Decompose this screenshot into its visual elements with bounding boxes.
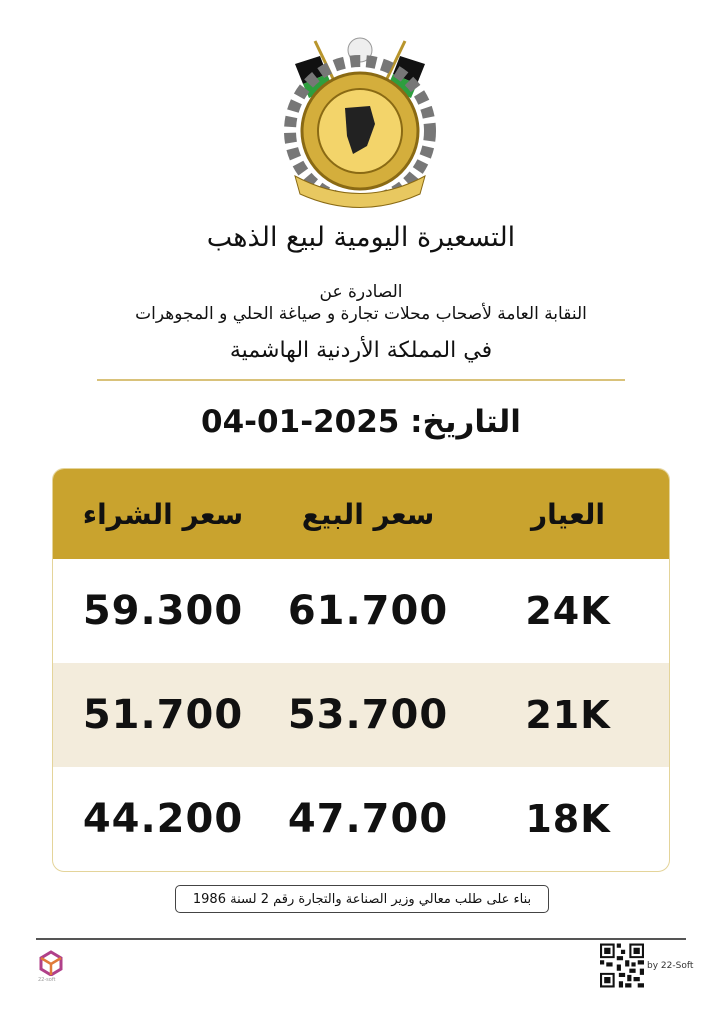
union-name: النقابة العامة لأصحاب محلات تجارة و صياغ… — [135, 304, 587, 324]
column-sell: سعر البيع — [301, 497, 435, 531]
issued-by: الصادرة عن — [319, 282, 403, 302]
table-row: 24K 61.700 59.300 — [53, 559, 669, 663]
buy-price-cell: 51.700 — [82, 692, 244, 738]
sell-price-cell: 53.700 — [287, 692, 449, 738]
price-table: العيار سعر البيع سعر الشراء 24K 61.700 5… — [52, 468, 670, 872]
karat-cell: 24K — [525, 589, 611, 633]
sell-price-cell: 47.700 — [287, 796, 449, 842]
date-row: التاريخ: 04-01-2025 — [0, 404, 722, 440]
sell-price-cell: 61.700 — [287, 588, 449, 634]
date-value: 04-01-2025 — [201, 404, 400, 440]
footer-divider — [36, 938, 686, 940]
karat-cell: 21K — [525, 693, 611, 737]
table-row: 21K 53.700 51.700 — [53, 663, 669, 767]
table-row: 18K 47.700 44.200 — [53, 767, 669, 871]
brand-cube-icon — [39, 950, 63, 976]
column-buy: سعر الشراء — [82, 497, 244, 531]
qr-code-icon[interactable] — [600, 943, 644, 988]
union-emblem-logo — [284, 37, 436, 208]
divider — [97, 379, 625, 381]
table-header: العيار سعر البيع سعر الشراء — [53, 469, 669, 559]
karat-cell: 18K — [525, 797, 611, 841]
buy-price-cell: 44.200 — [82, 796, 244, 842]
ministry-note: بناء على طلب معالي وزير الصناعة والتجارة… — [175, 885, 549, 913]
by-credit: by 22-Soft — [647, 961, 694, 971]
kingdom-name: في المملكة الأردنية الهاشمية — [229, 338, 493, 363]
page-title: التسعيرة اليومية لبيع الذهب — [206, 222, 516, 253]
brand-name: 22-soft — [38, 977, 56, 983]
date-label: التاريخ: — [410, 404, 521, 440]
flag-icon — [295, 40, 425, 157]
column-karat: العيار — [531, 497, 605, 531]
buy-price-cell: 59.300 — [82, 588, 244, 634]
